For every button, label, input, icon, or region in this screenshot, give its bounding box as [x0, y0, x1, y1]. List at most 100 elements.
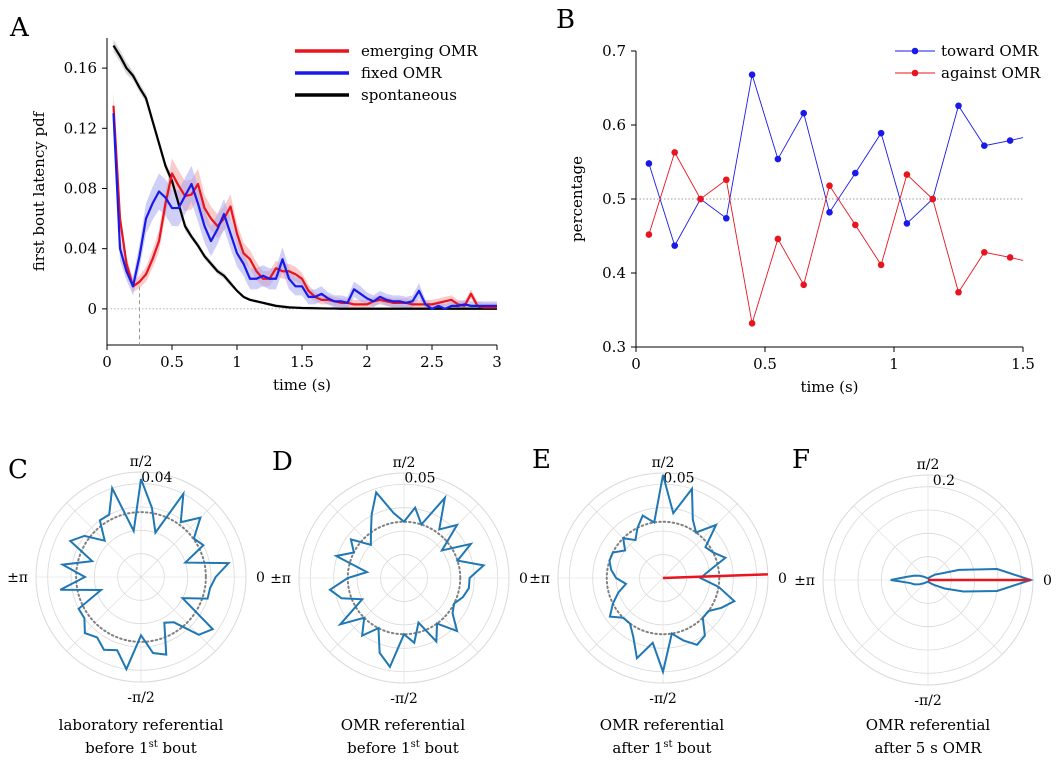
e-angle-label-left: ±π — [529, 571, 550, 587]
c-grid-spoke — [66, 576, 142, 652]
a-band-1 — [113, 98, 497, 309]
f-grid-spoke — [853, 579, 929, 655]
chart-a: 0 0.5 1 1.5 2 2.5 3 0 0.04 0.08 0.12 0.16 time (s) fi… — [30, 38, 502, 394]
b-legend-label-1: against OMR — [941, 64, 1041, 82]
f-distribution-line — [890, 568, 1034, 593]
a-y-tick-label: 0 — [87, 300, 97, 318]
c-distribution-line — [59, 478, 231, 672]
b-x-tick-label: 1 — [889, 355, 899, 373]
b-point-1 — [955, 288, 962, 296]
a-x-tick-label: 0 — [102, 353, 112, 371]
panel-label-c: C — [8, 455, 28, 485]
a-x-tick-label: 2.5 — [420, 353, 444, 371]
f-radial-label: 0.2 — [933, 473, 955, 489]
caption-e-line1: OMR referential — [599, 716, 725, 734]
d-angle-label-bottom: -π/2 — [390, 691, 418, 707]
b-point-0 — [852, 169, 859, 177]
b-y-tick-label: 0.7 — [602, 42, 626, 60]
b-point-0 — [748, 71, 756, 78]
caption-d-line1: OMR referential — [340, 716, 466, 734]
d-distribution-line — [328, 490, 486, 669]
e-uniform-circle — [605, 520, 721, 636]
e-angle-label-bottom: -π/2 — [649, 691, 677, 707]
b-point-1 — [748, 320, 756, 327]
caption-d: OMR referential before 1st bout — [293, 716, 513, 758]
polar-chart-f: π/2 0 -π/2 ±π 0.2 — [794, 457, 1052, 709]
b-point-0 — [877, 129, 885, 137]
d-angle-label-top: π/2 — [393, 455, 416, 471]
e-angle-label-right: 0 — [778, 571, 787, 587]
b-point-0 — [671, 242, 678, 249]
b-x-tick-label: 0 — [631, 355, 641, 373]
c-uniform-circle — [75, 511, 207, 643]
panel-label-d: D — [272, 447, 293, 477]
caption-c-line2: before 1st bout — [85, 739, 197, 757]
a-x-axis-label: time (s) — [273, 376, 331, 394]
b-series-line-0 — [648, 74, 1024, 247]
c-angle-label-left: ±π — [7, 570, 28, 586]
a-x-tick-label: 3 — [492, 353, 502, 371]
b-point-1 — [903, 171, 911, 178]
b-y-tick-label: 0.3 — [602, 338, 626, 356]
f-grid-spoke — [927, 505, 1003, 581]
b-point-0 — [1006, 137, 1014, 144]
polar-chart-d: π/2 0 -π/2 ±π 0.05 — [270, 455, 528, 707]
a-y-tick-label: 0.08 — [64, 179, 97, 197]
b-point-1 — [774, 235, 782, 243]
e-distribution-line — [608, 474, 737, 676]
caption-c: laboratory referential before 1st bout — [31, 716, 251, 758]
b-point-0 — [800, 109, 807, 117]
a-legend-label-1: fixed OMR — [361, 64, 442, 82]
polar-chart-c: π/2 0 -π/2 ±π 0.04 — [7, 454, 265, 706]
b-point-0 — [826, 209, 833, 216]
c-angle-label-top: π/2 — [130, 454, 153, 470]
f-angle-label-left: ±π — [794, 573, 815, 589]
b-point-1 — [723, 176, 730, 184]
b-point-1 — [671, 149, 678, 156]
d-angle-label-left: ±π — [270, 571, 291, 587]
e-angle-label-top: π/2 — [652, 455, 675, 471]
b-y-axis-label: percentage — [568, 156, 586, 242]
b-point-1 — [981, 248, 988, 256]
b-point-1 — [877, 261, 885, 269]
panel-label-a: A — [9, 13, 30, 43]
b-y-tick-label: 0.5 — [602, 190, 626, 208]
f-grid-spoke — [927, 579, 1003, 655]
f-angle-label-top: π/2 — [917, 457, 940, 473]
b-y-tick-label: 0.6 — [602, 116, 626, 134]
caption-e: OMR referential after 1st bout — [552, 716, 772, 758]
b-point-0 — [955, 102, 962, 110]
b-point-1 — [852, 221, 859, 229]
e-radial-label: 0.05 — [663, 471, 694, 487]
a-x-tick-label: 0.5 — [160, 353, 184, 371]
a-x-tick-label: 2 — [362, 353, 372, 371]
b-point-1 — [697, 195, 704, 203]
a-series-line-1 — [112, 113, 497, 310]
caption-f-line2: after 5 s OMR — [874, 739, 982, 757]
f-grid-spoke — [853, 505, 929, 581]
panel-label-b: B — [556, 5, 575, 35]
b-point-1 — [929, 195, 936, 203]
d-grid-spoke — [329, 577, 405, 653]
a-x-tick-label: 1.5 — [290, 353, 314, 371]
a-y-tick-label: 0.12 — [64, 119, 97, 137]
panel-label-e: E — [532, 445, 551, 475]
b-point-1 — [645, 231, 653, 238]
e-grid-spoke — [662, 577, 738, 653]
caption-e-line2: after 1st bout — [612, 739, 712, 757]
a-y-axis-label: first bout latency pdf — [30, 110, 48, 271]
e-mean-vector — [662, 573, 768, 580]
d-grid-spoke — [403, 503, 479, 579]
a-x-tick-label: 1 — [232, 353, 242, 371]
b-legend-label-0: toward OMR — [941, 42, 1039, 60]
d-radial-label: 0.05 — [404, 471, 435, 487]
c-grid-spoke — [140, 576, 216, 652]
d-grid-spoke — [329, 503, 405, 579]
b-legend-marker-1 — [911, 69, 919, 77]
b-point-1 — [826, 182, 833, 189]
a-legend-label-2: spontaneous — [361, 86, 457, 104]
polar-chart-e: π/2 0 -π/2 ±π 0.05 — [529, 455, 787, 707]
e-grid-spoke — [588, 577, 664, 653]
d-grid-spoke — [403, 577, 479, 653]
b-x-tick-label: 1.5 — [1011, 355, 1035, 373]
